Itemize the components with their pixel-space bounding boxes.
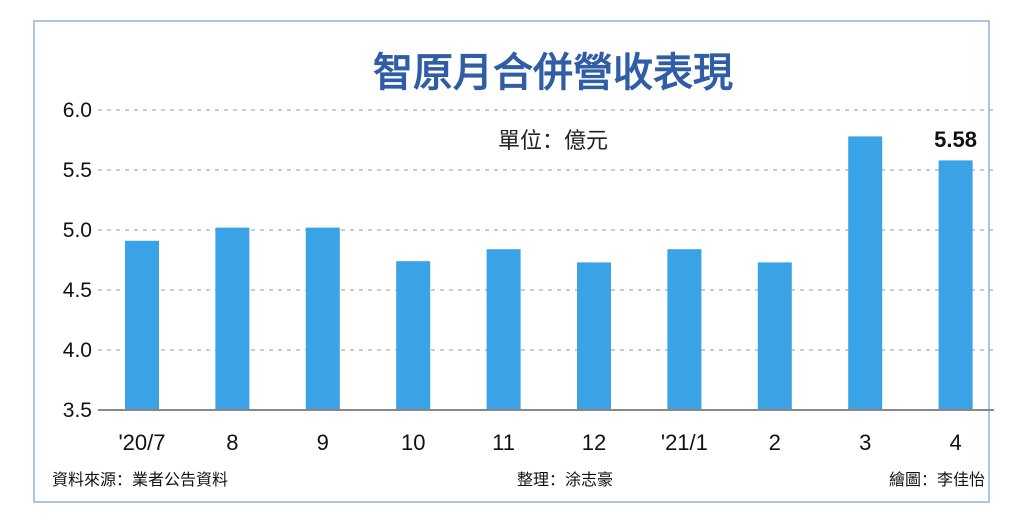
y-tick-label: 4.5	[63, 279, 92, 302]
x-tick-label: 9	[317, 430, 329, 455]
data-labels: 5.58	[934, 127, 977, 152]
x-axis-ticks: '20/7 8 9 10 11 12 '21/1 2 3 4	[118, 430, 961, 455]
bar	[757, 262, 792, 410]
footer-source: 資料來源：業者公告資料	[52, 470, 228, 489]
bar	[938, 160, 973, 410]
y-tick-label: 6.0	[63, 99, 92, 122]
x-tick-label: 10	[401, 430, 425, 455]
data-label: 5.58	[934, 127, 977, 152]
footer-illustrator: 繪圖：李佳怡	[889, 470, 985, 489]
x-tick-label: 4	[949, 430, 961, 455]
bar	[125, 240, 159, 410]
bar	[848, 136, 883, 410]
bar	[396, 261, 431, 410]
x-tick-label: '21/1	[661, 430, 708, 455]
footer-editor: 整理：涂志豪	[517, 470, 613, 489]
y-axis-ticks: 3.5 4.0 4.5 5.0 5.5 6.0	[63, 99, 92, 422]
x-tick-label: 3	[859, 430, 871, 455]
bar	[577, 262, 611, 410]
x-tick-label: 12	[582, 430, 606, 455]
y-tick-label: 4.0	[63, 339, 92, 362]
x-tick-label: '20/7	[118, 430, 165, 455]
chart-title: 智原月合併營收表現	[373, 50, 733, 96]
x-tick-label: 11	[492, 430, 515, 455]
y-tick-label: 3.5	[63, 399, 92, 422]
bar	[215, 227, 250, 410]
x-tick-label: 8	[226, 430, 238, 455]
bar	[486, 249, 521, 410]
unit-label: 單位：億元	[498, 129, 608, 154]
bars	[125, 136, 973, 410]
y-tick-label: 5.0	[63, 219, 92, 242]
bar	[305, 227, 340, 410]
bar	[667, 249, 702, 410]
x-tick-label: 2	[769, 430, 781, 455]
y-tick-label: 5.5	[63, 159, 92, 182]
